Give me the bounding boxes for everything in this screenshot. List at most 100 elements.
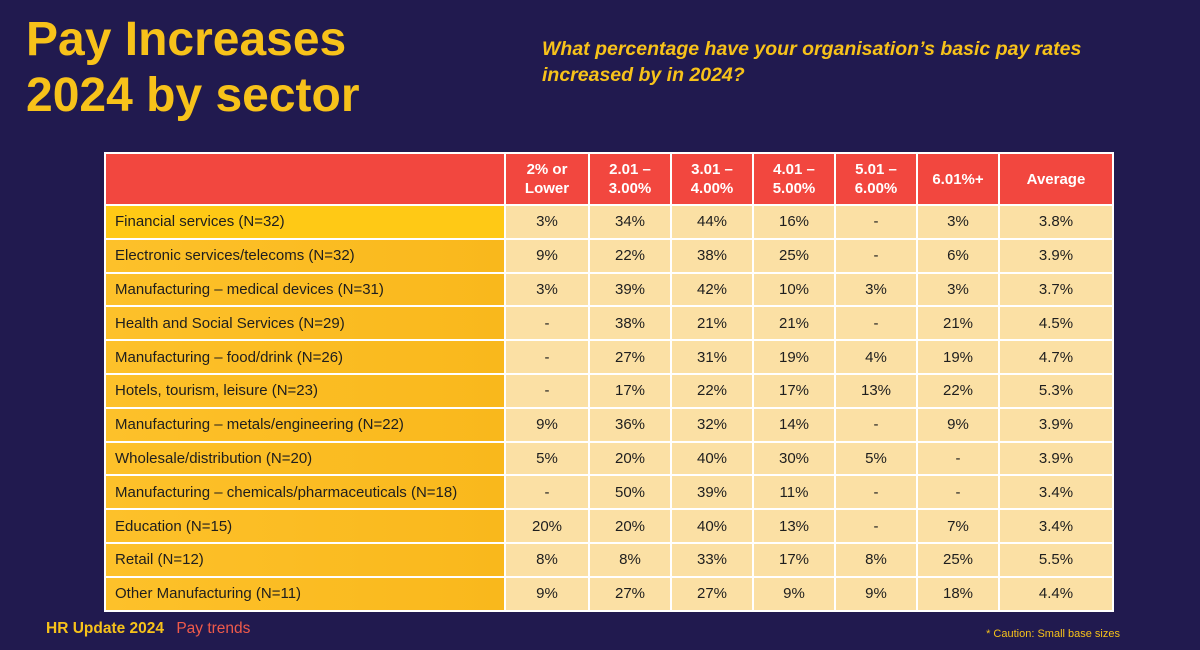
table-cell: 17% — [588, 372, 672, 409]
table-cell: 27% — [588, 339, 672, 375]
table-cell: 20% — [588, 508, 672, 544]
table-cell: 50% — [588, 474, 672, 511]
table-cell: 21% — [916, 305, 1000, 342]
table-row: Manufacturing – chemicals/pharmaceutical… — [104, 474, 1114, 511]
table-cell: - — [834, 474, 918, 511]
table-body: Financial services (N=32) 3% 34% 44% 16% -3% 3… — [104, 204, 1114, 612]
table-cell: 18% — [916, 575, 1000, 612]
table-cell: 40% — [670, 508, 754, 544]
sector-label: Other Manufacturing (N=11) — [104, 575, 506, 612]
table-cell: 9% — [504, 575, 590, 612]
table-cell: 3.9% — [998, 440, 1114, 477]
table-row: Electronic services/telecoms (N=32) 9% 22%… — [104, 237, 1114, 274]
table-cell: 39% — [588, 271, 672, 308]
table-row: Other Manufacturing (N=11) 9% 27% 27% 9% 9% 18… — [104, 575, 1114, 612]
sector-label: Retail (N=12) — [104, 541, 506, 578]
table-cell: 25% — [916, 541, 1000, 578]
column-header: Average — [998, 152, 1114, 206]
sector-label: Education (N=15) — [104, 508, 506, 544]
table-cell: 8% — [588, 541, 672, 578]
table-cell: - — [504, 372, 590, 409]
table-cell: - — [504, 339, 590, 375]
sector-label: Wholesale/distribution (N=20) — [104, 440, 506, 477]
table-cell: 5% — [504, 440, 590, 477]
table-cell: 3.4% — [998, 474, 1114, 511]
table-cell: 4.4% — [998, 575, 1114, 612]
table-cell: 9% — [916, 406, 1000, 443]
table-cell: 31% — [670, 339, 754, 375]
table-cell: 4.7% — [998, 339, 1114, 375]
table-cell: 11% — [752, 474, 836, 511]
footer-brand: HR Update 2024 — [46, 620, 165, 637]
footer-section: Pay trends — [176, 620, 251, 637]
table-cell: 8% — [834, 541, 918, 578]
table-cell: 8% — [504, 541, 590, 578]
table-cell: 9% — [834, 575, 918, 612]
table-cell: 9% — [752, 575, 836, 612]
table-cell: 30% — [752, 440, 836, 477]
sector-label: Manufacturing – medical devices (N=31) — [104, 271, 506, 308]
table-cell: 4.5% — [998, 305, 1114, 342]
table-cell: 5.3% — [998, 372, 1114, 409]
table-cell: - — [834, 406, 918, 443]
table-cell: 34% — [588, 204, 672, 240]
table-cell: 4% — [834, 339, 918, 375]
table-cell: 13% — [834, 372, 918, 409]
survey-question: What percentage have your organisation’s… — [542, 38, 1082, 86]
table-cell: - — [834, 204, 918, 240]
table-cell: - — [834, 237, 918, 274]
sector-label: Health and Social Services (N=29) — [104, 305, 506, 342]
table-cell: 19% — [916, 339, 1000, 375]
table-cell: 20% — [504, 508, 590, 544]
sector-label: Manufacturing – chemicals/pharmaceutical… — [104, 474, 506, 511]
title-line-2: 2024 by sector — [26, 69, 360, 122]
table-cell: 42% — [670, 271, 754, 308]
table-row: Wholesale/distribution (N=20) 5% 20% 40% 30%… — [104, 440, 1114, 477]
table-cell: 16% — [752, 204, 836, 240]
table-cell: 32% — [670, 406, 754, 443]
table-cell: 22% — [588, 237, 672, 274]
column-header: 2.01 – 3.00% — [588, 152, 672, 206]
table-cell: 14% — [752, 406, 836, 443]
table-cell: 3.4% — [998, 508, 1114, 544]
table-cell: 38% — [670, 237, 754, 274]
table-cell: - — [916, 474, 1000, 511]
table-cell: - — [504, 474, 590, 511]
table-cell: 5.5% — [998, 541, 1114, 578]
table-cell: 33% — [670, 541, 754, 578]
table-cell: 38% — [588, 305, 672, 342]
table-row: Hotels, tourism, leisure (N=23) -17% 22% 17… — [104, 372, 1114, 409]
table-row: Manufacturing – food/drink (N=26) -27% 31%… — [104, 339, 1114, 375]
sector-label: Electronic services/telecoms (N=32) — [104, 237, 506, 274]
table-cell: 17% — [752, 372, 836, 409]
table-cell: 20% — [588, 440, 672, 477]
table-cell: 40% — [670, 440, 754, 477]
table-cell: - — [916, 440, 1000, 477]
table-cell: 3% — [504, 204, 590, 240]
sector-label: Financial services (N=32) — [104, 204, 506, 240]
table-cell: 10% — [752, 271, 836, 308]
table-row: Manufacturing – medical devices (N=31) 3%… — [104, 271, 1114, 308]
table-row: Retail (N=12) 8% 8% 33% 17% 8% 25% 5.5% — [104, 541, 1114, 578]
table-cell: 27% — [670, 575, 754, 612]
table-cell: 17% — [752, 541, 836, 578]
table-cell: 22% — [670, 372, 754, 409]
column-header: 6.01%+ — [916, 152, 1000, 206]
table-cell: 9% — [504, 237, 590, 274]
table-cell: - — [834, 508, 918, 544]
table-row: Education (N=15) 20% 20% 40% 13% -7% 3.4% — [104, 508, 1114, 544]
table-row: Financial services (N=32) 3% 34% 44% 16% -3% 3… — [104, 204, 1114, 240]
table-cell: 36% — [588, 406, 672, 443]
sector-label: Manufacturing – metals/engineering (N=22… — [104, 406, 506, 443]
column-header: 2% or Lower — [504, 152, 590, 206]
table-cell: 21% — [670, 305, 754, 342]
table-cell: - — [834, 305, 918, 342]
table-cell: 3% — [916, 271, 1000, 308]
column-header: 5.01 – 6.00% — [834, 152, 918, 206]
table-cell: 5% — [834, 440, 918, 477]
table-cell: 7% — [916, 508, 1000, 544]
column-header: 4.01 – 5.00% — [752, 152, 836, 206]
table-cell: 21% — [752, 305, 836, 342]
table-cell: 13% — [752, 508, 836, 544]
table-cell: 44% — [670, 204, 754, 240]
